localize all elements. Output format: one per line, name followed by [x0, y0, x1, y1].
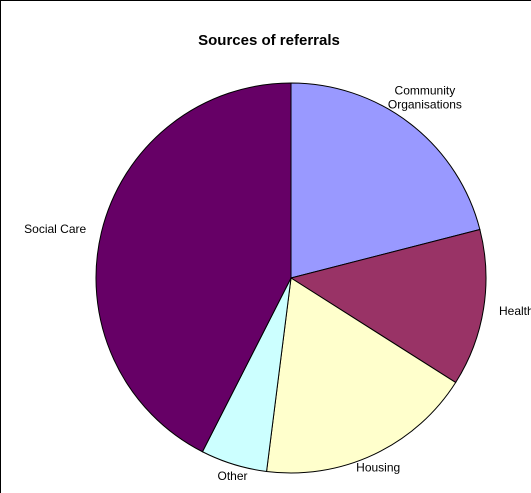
pie-slice-social-care [95, 82, 292, 453]
slice-label-housing: Housing [356, 460, 400, 474]
slice-label-line: Other [217, 469, 247, 483]
slice-label-health: Health [499, 304, 531, 318]
slice-label-line: Community [395, 83, 456, 97]
pie-labels: Community Organisations Health Housing Other… [24, 83, 531, 483]
chart-title: Sources of referrals [198, 32, 340, 49]
pie-slices [95, 82, 487, 474]
slice-label-line: Health [499, 304, 531, 318]
slice-label-line: Housing [356, 460, 400, 474]
pie-slice-housing [266, 277, 457, 474]
slice-label-social-care: Social Care [24, 222, 86, 236]
frame-border-left [0, 0, 1, 493]
pie-slice-community-organisations [290, 82, 481, 279]
slice-label-other: Other [217, 469, 247, 483]
slice-label-line: Social Care [24, 222, 86, 236]
slice-label-community-organisations: Community Organisations [388, 83, 462, 111]
slice-label-line: Organisations [388, 97, 462, 111]
pie-slice-health [289, 228, 487, 384]
frame-border-top [0, 0, 531, 1]
